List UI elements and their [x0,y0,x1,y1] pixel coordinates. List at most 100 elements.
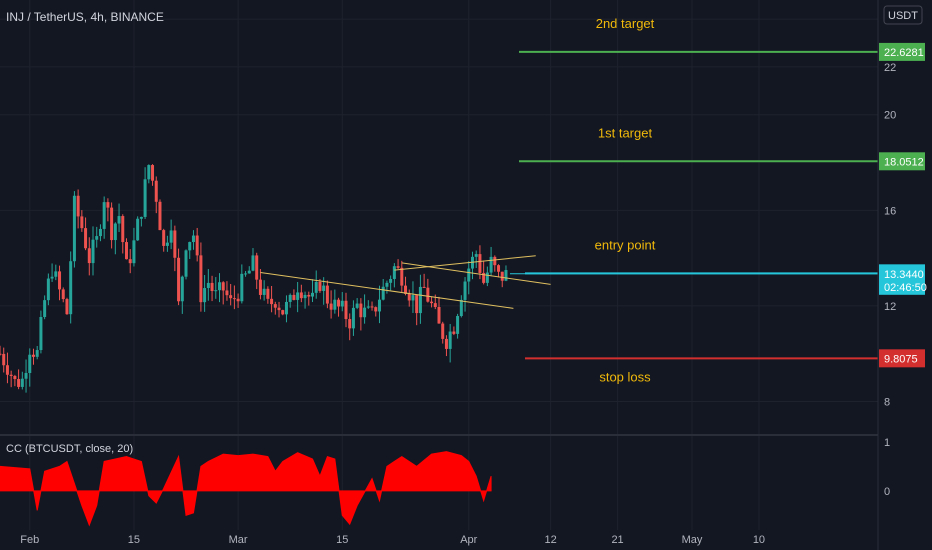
candle-body [154,180,158,202]
candle-body [333,299,337,310]
candle-body [232,298,236,300]
candle-body [244,273,248,275]
time-axis[interactable]: Feb 15 Mar 15 Apr 12 21 May 10 [20,534,765,546]
candle-body [169,230,173,243]
correlation-indicator [0,451,492,527]
candle-body [348,319,352,329]
candle-body [91,239,95,264]
candle-body [504,270,508,281]
price-tick-label: 12 [884,301,896,313]
level-price-tag [879,42,925,61]
candle-body [277,307,281,311]
candle-body [43,300,47,317]
candle-body [110,207,114,241]
candle-body [463,281,467,300]
currency-badge[interactable]: USDT [883,5,923,25]
trendlines [260,255,551,309]
candle-body [299,292,303,299]
current-price-value: 13.3440 [884,269,924,281]
time-tick-label: 15 [336,534,348,546]
candle-body [95,236,99,240]
candle-body [210,282,214,292]
candle-body [173,230,177,258]
candle-body [106,202,110,208]
indicator-tick-label: 0 [884,486,890,498]
candle-body [284,301,288,315]
candle-body [389,278,393,283]
candle-body [396,266,400,268]
candle-body [17,379,21,387]
candle-body [180,276,184,302]
candle-body [50,276,54,279]
candle-body [195,235,199,256]
level-price-tag-label: 9.8075 [884,353,918,365]
price-axis[interactable]: 8121620222422.628118.051213.36419.807513… [879,14,927,498]
trendline [260,271,514,309]
current-price-tag [879,264,925,295]
candle-body [489,256,493,273]
candle-body [136,218,140,241]
candle-body [426,287,430,302]
candle-body [266,288,270,299]
candle-body [374,307,378,312]
candle-body [117,216,121,224]
candle-body [236,298,240,302]
candle-body [251,255,255,271]
candle-body [76,195,80,217]
candle-body [452,331,456,334]
level-price-tag-label: 18.0512 [884,156,924,168]
candle-body [262,288,266,295]
candle-body [500,271,504,281]
candle-body [322,285,326,291]
candle-body [13,375,17,380]
candle-body [400,267,404,286]
candle-body [98,228,102,237]
candle-body [0,353,2,355]
candle-body [65,299,69,315]
candle-body [311,292,315,297]
indicator-label[interactable]: CC (BTCUSDT, close, 20) [6,443,133,455]
candle-body [31,354,35,357]
annotation-2nd-target: 2nd target [596,16,655,31]
candle-body [351,307,355,329]
candle-body [377,299,381,312]
candle-body [87,248,91,264]
candle-body [303,294,307,299]
candle-body [340,300,344,307]
annotation-stop-loss: stop loss [599,369,651,384]
symbol-title[interactable]: INJ / TetherUS, 4h, BINANCE [6,10,164,24]
candle-body [433,303,437,308]
candle-body [355,303,359,308]
candle-body [497,265,501,272]
candle-body [366,306,370,308]
candle-body [61,289,65,300]
time-tick-label: 12 [544,534,556,546]
candle-body [258,279,262,295]
candle-body [218,282,221,291]
candle-body [240,273,244,302]
currency-label: USDT [888,10,918,22]
candle-body [448,331,452,349]
candle-body [143,179,147,217]
candle-body [35,350,39,357]
candle-body [165,242,169,246]
trendline [394,255,536,271]
candle-body [128,259,132,264]
candle-body [206,282,210,289]
candle-body [459,299,463,316]
level-price-tag [879,349,925,368]
price-tick-label: 8 [884,397,890,409]
price-tick-label: 22 [884,62,896,74]
candle-body [121,216,125,243]
candle-body [255,255,259,280]
candle-body [444,338,448,349]
candles [0,164,508,393]
candle-body [296,292,300,300]
candle-body [203,288,207,303]
level-price-tag [879,152,925,171]
candle-body [422,286,426,288]
candle-body [467,268,471,282]
candle-body [58,271,62,290]
candle-body [478,254,482,273]
